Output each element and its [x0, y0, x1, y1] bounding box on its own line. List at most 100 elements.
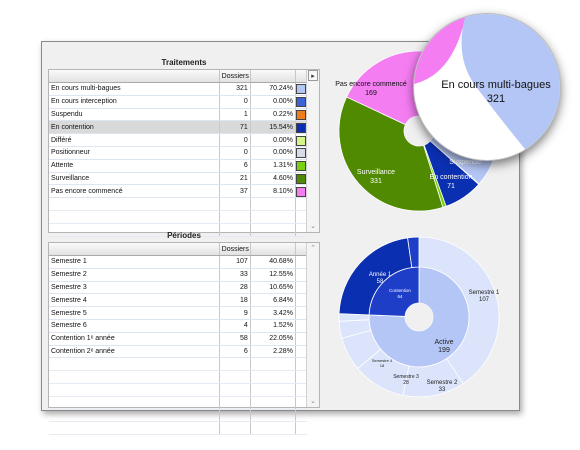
- sunburst-hole: [405, 303, 433, 331]
- row-count: 18: [219, 293, 251, 308]
- row-name: Semestre 4: [49, 293, 220, 308]
- header-count[interactable]: Dossiers: [219, 243, 251, 256]
- table-row[interactable]: Suspendu 1 0.22%: [49, 108, 307, 122]
- row-name: Semestre 1: [49, 255, 220, 269]
- row-percent: 10.65%: [250, 281, 296, 295]
- color-swatch[interactable]: [296, 148, 307, 159]
- table-row[interactable]: En cours multi-bagues 321 70.24%: [49, 82, 307, 96]
- magnifier-content: En cours multi-bagues 321: [414, 14, 560, 160]
- outer-label-semestre-3: Semestre 3: [393, 374, 419, 380]
- periods-grid[interactable]: Dossiers Semestre 1 107 40.68% Semestre 2 33…: [48, 242, 320, 436]
- row-count: 107: [219, 255, 251, 269]
- scroll-up-icon[interactable]: ⌃: [310, 245, 316, 252]
- treatments-grid[interactable]: Dossiers En cours multi-bagues 321 70.24% E…: [48, 69, 320, 237]
- pie-label-suspendu: Suspendu: [449, 159, 481, 166]
- inner-label-active: Active: [434, 339, 453, 346]
- header-percent[interactable]: [250, 243, 296, 256]
- row-percent: 12.55%: [250, 268, 296, 282]
- row-percent: 40.68%: [250, 255, 296, 269]
- row-count: 321: [219, 82, 251, 96]
- color-swatch[interactable]: [296, 173, 307, 184]
- table-row[interactable]: En cours interception 0 0.00%: [49, 95, 307, 109]
- table-row[interactable]: Semestre 6 4 1.52%: [49, 319, 307, 333]
- table-row[interactable]: Semestre 5 9 3.42%: [49, 306, 307, 320]
- pie-value-surveillance: 331: [370, 178, 382, 185]
- empty-cell: [49, 210, 220, 224]
- header-color[interactable]: [295, 70, 307, 83]
- table-row[interactable]: Semestre 2 33 12.55%: [49, 268, 307, 282]
- outer-label-annee-1: Année 1: [369, 272, 392, 278]
- outer-label-semestre-2: Semestre 2: [427, 380, 458, 386]
- row-name: Semestre 3: [49, 281, 220, 295]
- table-row[interactable]: Différé 0 0.00%: [49, 133, 307, 147]
- header-percent[interactable]: [250, 70, 296, 83]
- color-swatch[interactable]: [296, 161, 307, 172]
- row-color-cell: [295, 95, 307, 109]
- table-row[interactable]: Contention 1ᵉ année 58 22.05%: [49, 332, 307, 346]
- table-row[interactable]: Positionneur 0 0.00%: [49, 146, 307, 160]
- row-name: Semestre 2: [49, 268, 220, 282]
- table-row[interactable]: Pas encore commencé 37 8.10%: [49, 184, 307, 199]
- periods-scrollbar[interactable]: ⌃ ⌄: [306, 243, 319, 407]
- header-color[interactable]: [295, 243, 307, 256]
- color-swatch[interactable]: [296, 122, 307, 133]
- table-row[interactable]: Semestre 1 107 40.68%: [49, 255, 307, 269]
- treatments-scrollbar[interactable]: ▸ ⌄: [306, 70, 319, 232]
- empty-cell: [49, 396, 220, 410]
- row-color-cell: [295, 184, 307, 199]
- empty-cell: [219, 409, 251, 423]
- row-count: 4: [219, 319, 251, 333]
- color-swatch[interactable]: [296, 135, 307, 146]
- empty-cell: [49, 421, 220, 436]
- empty-cell: [295, 210, 307, 224]
- header-name[interactable]: [49, 243, 220, 256]
- magnifier-lens: En cours multi-bagues 321: [413, 13, 561, 161]
- empty-cell: [219, 223, 251, 237]
- table-row[interactable]: Surveillance 21 4.60%: [49, 172, 307, 186]
- row-percent: 70.24%: [250, 82, 296, 96]
- outer-value-semestre-4: 18: [380, 363, 385, 368]
- treatments-panel: Traitements Dossiers En cours multi-bagu…: [48, 57, 320, 237]
- empty-row: [49, 383, 307, 397]
- row-name: En cours interception: [49, 95, 220, 109]
- header-name[interactable]: [49, 70, 220, 83]
- table-row[interactable]: Contention 2ᵉ année 6 2.28%: [49, 345, 307, 359]
- color-swatch[interactable]: [296, 186, 307, 197]
- treatments-table: Dossiers En cours multi-bagues 321 70.24% E…: [49, 70, 307, 237]
- empty-cell: [295, 370, 307, 384]
- row-percent: 6.84%: [250, 293, 296, 308]
- scroll-down-icon[interactable]: ⌄: [310, 223, 316, 230]
- empty-cell: [49, 409, 220, 423]
- magnifier-slice: [461, 14, 560, 160]
- empty-cell: [295, 197, 307, 211]
- empty-row: [49, 210, 307, 224]
- row-percent: 1.31%: [250, 159, 296, 173]
- color-swatch[interactable]: [296, 97, 307, 108]
- row-color-cell: [295, 345, 307, 359]
- column-menu-icon[interactable]: ▸: [308, 70, 318, 81]
- row-name: Semestre 6: [49, 319, 220, 333]
- table-row[interactable]: Semestre 3 28 10.65%: [49, 281, 307, 295]
- scroll-down-icon[interactable]: ⌄: [310, 398, 316, 405]
- color-swatch[interactable]: [296, 84, 307, 95]
- row-color-cell: [295, 306, 307, 320]
- row-percent: 22.05%: [250, 332, 296, 346]
- outer-slice-semestre-1[interactable]: [418, 236, 500, 385]
- row-color-cell: [295, 133, 307, 147]
- table-row[interactable]: Semestre 4 18 6.84%: [49, 293, 307, 308]
- outer-slice-annee-2[interactable]: [407, 236, 420, 268]
- table-row[interactable]: Attente 6 1.31%: [49, 159, 307, 173]
- row-count: 0: [219, 95, 251, 109]
- row-color-cell: [295, 159, 307, 173]
- color-swatch[interactable]: [296, 109, 307, 120]
- header-count[interactable]: Dossiers: [219, 70, 251, 83]
- row-name: En cours multi-bagues: [49, 82, 220, 96]
- empty-cell: [219, 383, 251, 397]
- row-percent: 4.60%: [250, 172, 296, 186]
- inner-value-contention: 64: [397, 294, 403, 299]
- table-row[interactable]: En contention 71 15.54%: [49, 120, 307, 135]
- row-percent: 0.00%: [250, 146, 296, 160]
- empty-cell: [250, 383, 296, 397]
- row-count: 28: [219, 281, 251, 295]
